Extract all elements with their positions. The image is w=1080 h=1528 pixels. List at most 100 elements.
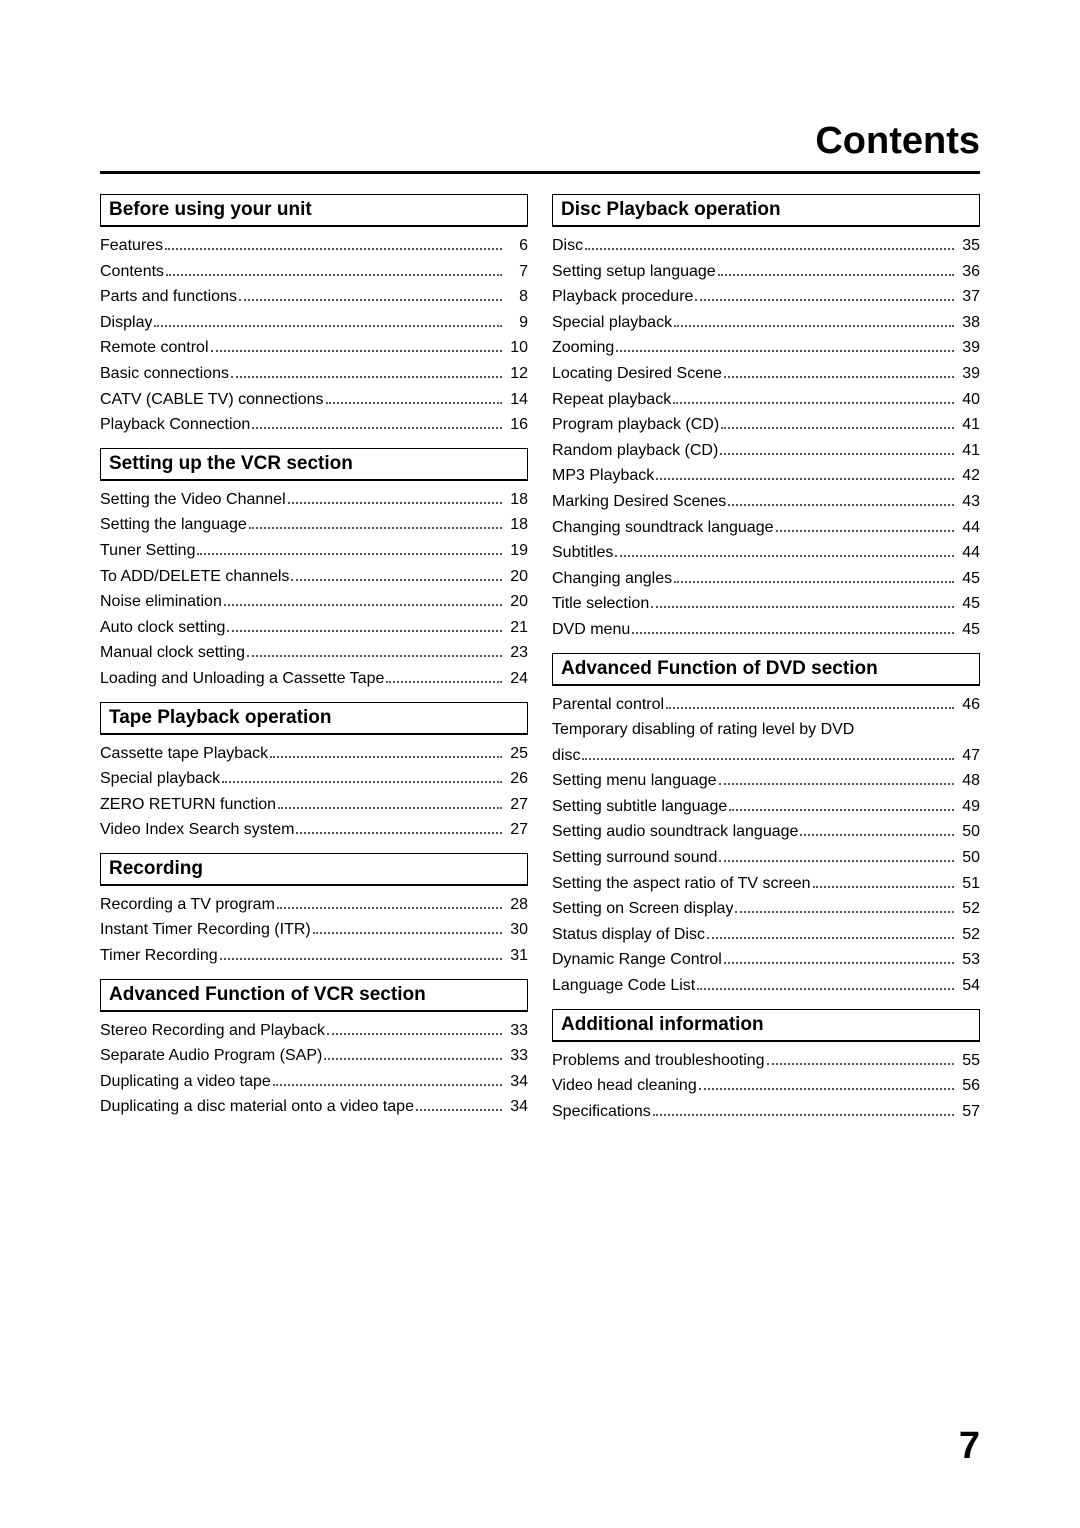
toc-entry: Locating Desired Scene 39	[552, 361, 980, 387]
toc-dots	[695, 288, 954, 301]
toc-entry: Display9	[100, 310, 528, 336]
toc-label: Tuner Setting	[100, 538, 195, 564]
toc-page: 33	[504, 1018, 528, 1044]
toc-dots	[719, 849, 954, 862]
toc-dots	[291, 568, 502, 581]
toc-label: MP3 Playback	[552, 463, 654, 489]
toc-label: Program playback (CD)	[552, 412, 719, 438]
toc-dots	[767, 1052, 954, 1065]
toc-dots	[327, 1022, 502, 1035]
toc-entry: Changing angles45	[552, 566, 980, 592]
section-header: Advanced Function of DVD section	[552, 653, 980, 686]
title-rule	[100, 171, 980, 174]
toc-dots	[224, 593, 502, 606]
toc-entry: Stereo Recording and Playback33	[100, 1018, 528, 1044]
toc-entry: Special playback26	[100, 766, 528, 792]
toc-dots	[296, 821, 502, 834]
toc-dots	[719, 772, 954, 785]
toc-entry: Setting on Screen display52	[552, 896, 980, 922]
toc-entry: Problems and troubleshooting55	[552, 1048, 980, 1074]
toc-entry: Timer Recording31	[100, 943, 528, 969]
toc-page: 33	[504, 1043, 528, 1069]
toc-dots	[616, 340, 954, 353]
toc-page: 52	[956, 896, 980, 922]
toc-page: 14	[504, 387, 528, 413]
toc-entry: Auto clock setting21	[100, 615, 528, 641]
toc-page: 55	[956, 1048, 980, 1074]
right-column: Disc Playback operationDisc35Setting set…	[552, 194, 980, 1124]
toc-entry: MP3 Playback42	[552, 463, 980, 489]
toc-label: Duplicating a video tape	[100, 1069, 271, 1095]
toc-page: 50	[956, 845, 980, 871]
toc-label: Disc	[552, 233, 583, 259]
toc-dots	[800, 824, 954, 837]
toc-entry: Instant Timer Recording (ITR)30	[100, 917, 528, 943]
toc-page: 27	[504, 792, 528, 818]
toc-entry: Cassette tape Playback25	[100, 741, 528, 767]
toc-label: Video Index Search system	[100, 817, 294, 843]
toc-label: Recording a TV program	[100, 892, 275, 918]
toc-label: Contents	[100, 259, 164, 285]
toc-page: 37	[956, 284, 980, 310]
toc-label: Loading and Unloading a Cassette Tape	[100, 666, 384, 692]
toc-page: 34	[504, 1094, 528, 1120]
toc-dots	[227, 619, 502, 632]
toc-page: 53	[956, 947, 980, 973]
toc-label: Title selection	[552, 591, 649, 617]
toc-entry: Video head cleaning56	[552, 1073, 980, 1099]
toc-entry: Status display of Disc52	[552, 922, 980, 948]
toc-entry: Tuner Setting19	[100, 538, 528, 564]
toc-page: 23	[504, 640, 528, 666]
toc-page: 35	[956, 233, 980, 259]
toc-page: 30	[504, 917, 528, 943]
toc-label: Playback Connection	[100, 412, 250, 438]
page-title: Contents	[100, 120, 980, 163]
toc-dots	[697, 977, 954, 990]
toc-page: 39	[956, 361, 980, 387]
toc-entry: Setting the Video Channel18	[100, 487, 528, 513]
toc-label: Status display of Disc	[552, 922, 705, 948]
toc-label: Specifications	[552, 1099, 651, 1125]
toc-label: Locating Desired Scene	[552, 361, 722, 387]
toc-label: Subtitles	[552, 540, 613, 566]
toc-page: 38	[956, 310, 980, 336]
toc-entry: Language Code List54	[552, 973, 980, 999]
toc-dots	[278, 796, 502, 809]
toc-page: 47	[956, 743, 980, 769]
toc-label: Playback procedure	[552, 284, 693, 310]
toc-page: 27	[504, 817, 528, 843]
toc-dots	[273, 1073, 502, 1086]
toc-dots	[776, 519, 955, 532]
toc-entry: Video Index Search system 27	[100, 817, 528, 843]
toc-label: ZERO RETURN function	[100, 792, 276, 818]
toc-entry: Setting subtitle language49	[552, 794, 980, 820]
toc-page: 54	[956, 973, 980, 999]
toc-dots	[666, 696, 954, 709]
toc-page: 18	[504, 487, 528, 513]
toc-entry: Duplicating a disc material onto a video…	[100, 1094, 528, 1120]
page-number: 7	[959, 1425, 980, 1468]
toc-entry: Recording a TV program28	[100, 892, 528, 918]
toc-dots	[724, 952, 954, 965]
toc-entry: Program playback (CD)41	[552, 412, 980, 438]
toc-label: Changing angles	[552, 566, 672, 592]
toc-dots	[165, 237, 502, 250]
toc-dots	[220, 947, 502, 960]
toc-label: Random playback (CD)	[552, 438, 718, 464]
toc-page: 7	[504, 259, 528, 285]
toc-label: Timer Recording	[100, 943, 218, 969]
toc-dots	[222, 770, 502, 783]
toc-entry: DVD menu45	[552, 617, 980, 643]
toc-page: 49	[956, 794, 980, 820]
toc-label: DVD menu	[552, 617, 630, 643]
toc-page: 12	[504, 361, 528, 387]
toc-entry: Basic connections12	[100, 361, 528, 387]
toc-entry: Zooming39	[552, 335, 980, 361]
toc-entry: Loading and Unloading a Cassette Tape24	[100, 666, 528, 692]
toc-dots	[585, 237, 954, 250]
toc-entry: Parts and functions8	[100, 284, 528, 310]
toc-label: disc	[552, 743, 580, 769]
toc-label: Setting surround sound	[552, 845, 717, 871]
toc-label: Setting the language	[100, 512, 247, 538]
section-header: Tape Playback operation	[100, 702, 528, 735]
